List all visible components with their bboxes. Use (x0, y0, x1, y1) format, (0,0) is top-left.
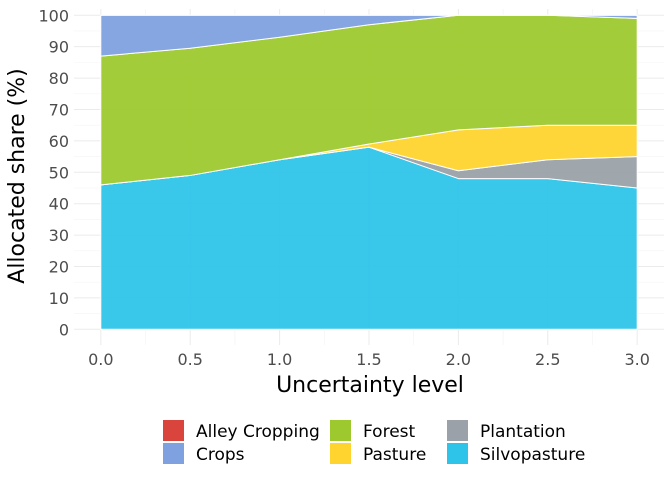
y-tick-label: 60 (49, 132, 69, 151)
x-tick-label: 3.0 (624, 350, 649, 369)
area-layer (100, 14, 638, 330)
legend-label-pasture: Pasture (363, 445, 426, 465)
legend: Alley Cropping Crops Forest Pasture Plantati… (163, 420, 585, 465)
y-tick-label: 20 (49, 257, 69, 276)
y-axis-title: Allocated share (%) (5, 68, 30, 283)
legend-swatch-pasture (330, 443, 351, 464)
y-tick-label: 30 (49, 226, 69, 245)
x-tick-label: 2.5 (535, 350, 560, 369)
y-tick-label: 0 (59, 320, 69, 339)
x-tick-label: 0.5 (177, 350, 202, 369)
x-tick-label: 1.0 (267, 350, 292, 369)
x-axis-ticks: 0.0 0.5 1.0 1.5 2.0 2.5 3.0 (88, 350, 650, 369)
y-tick-label: 10 (49, 289, 69, 308)
y-tick-label: 50 (49, 163, 69, 182)
y-tick-label: 80 (49, 69, 69, 88)
y-tick-label: 70 (49, 100, 69, 119)
legend-label-forest: Forest (363, 422, 416, 442)
legend-swatch-plantation (447, 420, 468, 441)
legend-label-plantation: Plantation (480, 422, 566, 442)
y-tick-label: 100 (38, 6, 69, 25)
y-tick-label: 90 (49, 38, 69, 57)
legend-swatch-forest (330, 420, 351, 441)
legend-label-crops: Crops (196, 445, 245, 465)
x-tick-label: 2.0 (446, 350, 471, 369)
y-tick-label: 40 (49, 195, 69, 214)
x-tick-label: 1.5 (356, 350, 381, 369)
legend-swatch-crops (163, 443, 184, 464)
legend-label-alley-cropping: Alley Cropping (196, 422, 320, 442)
legend-label-silvopasture: Silvopasture (480, 445, 585, 465)
legend-swatch-alley-cropping (163, 420, 184, 441)
x-tick-label: 0.0 (88, 350, 113, 369)
x-axis-title: Uncertainty level (276, 373, 464, 398)
legend-swatch-silvopasture (447, 443, 468, 464)
y-axis-ticks: 0 10 20 30 40 50 60 70 80 90 100 (38, 6, 69, 339)
